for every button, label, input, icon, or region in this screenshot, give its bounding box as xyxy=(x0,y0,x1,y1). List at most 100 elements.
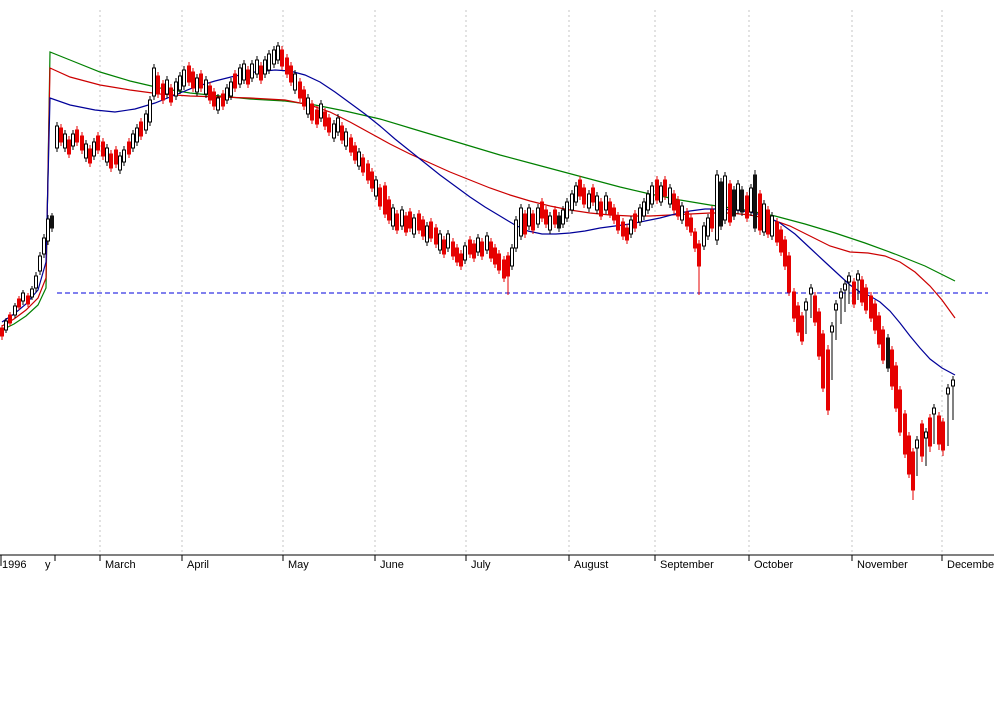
candle-body xyxy=(323,111,327,127)
month-label: April xyxy=(187,559,209,571)
candle-body xyxy=(706,217,710,237)
candle-body xyxy=(101,141,105,157)
candle-body xyxy=(719,181,723,227)
candle-body xyxy=(208,85,212,101)
candle-body xyxy=(595,195,599,211)
candle-body xyxy=(276,45,280,61)
candle-body xyxy=(702,225,706,247)
candle-body xyxy=(655,179,659,201)
candle-body xyxy=(105,147,109,163)
candle-body xyxy=(280,49,284,67)
candle-body xyxy=(570,193,574,211)
candle-body xyxy=(169,87,173,103)
month-label: 1996 xyxy=(2,559,26,571)
candle-body xyxy=(96,135,100,151)
candle-body xyxy=(693,231,697,249)
candle-body xyxy=(604,195,608,211)
candle-body xyxy=(937,415,941,445)
candle-body xyxy=(830,325,834,333)
candle-body xyxy=(404,215,408,233)
candle-body xyxy=(131,133,135,149)
candle-body xyxy=(860,279,864,303)
candle-body xyxy=(946,387,950,395)
candle-body xyxy=(421,219,425,237)
candle-body xyxy=(540,201,544,219)
candle-body xyxy=(894,365,898,409)
candle-body xyxy=(932,407,936,415)
candle-body xyxy=(941,421,945,451)
candle-body xyxy=(834,303,838,311)
candle-body xyxy=(84,143,88,159)
candle-body xyxy=(21,292,25,302)
candle-body xyxy=(745,195,749,219)
candle-body xyxy=(233,73,237,89)
candle-body xyxy=(272,49,276,65)
month-label: June xyxy=(380,559,404,571)
candle-body xyxy=(697,243,701,267)
candle-body xyxy=(621,221,625,237)
candle-body xyxy=(182,69,186,87)
candle-body xyxy=(451,241,455,257)
candle-body xyxy=(672,193,676,211)
candle-body xyxy=(839,291,843,299)
candle-body xyxy=(710,209,714,229)
candle-body xyxy=(429,221,433,239)
candle-body xyxy=(63,133,67,149)
candle-body xyxy=(144,113,148,131)
candle-body xyxy=(612,207,616,221)
candle-body xyxy=(391,207,395,227)
candle-body xyxy=(485,235,489,251)
candle-body xyxy=(928,417,932,447)
candle-body xyxy=(783,239,787,267)
candle-body xyxy=(809,287,813,295)
candle-body xyxy=(856,273,860,281)
candle-body xyxy=(315,109,319,125)
month-label: August xyxy=(574,559,608,571)
candle-body xyxy=(50,215,54,229)
candle-body xyxy=(650,185,654,205)
candle-body xyxy=(920,423,924,457)
candle-body xyxy=(638,207,642,223)
candle-body xyxy=(625,227,629,241)
candle-body xyxy=(951,379,955,387)
candle-body xyxy=(340,125,344,141)
candle-body xyxy=(898,389,902,433)
candle-body xyxy=(668,187,672,205)
candle-body xyxy=(302,89,306,107)
candle-body xyxy=(161,83,165,101)
candle-body xyxy=(599,201,603,217)
candle-body xyxy=(38,255,42,272)
candle-body xyxy=(212,91,216,107)
candle-body xyxy=(685,211,689,227)
candle-body xyxy=(646,193,650,211)
candle-body xyxy=(250,63,254,79)
ma-medium-red xyxy=(1,67,956,327)
candle-body xyxy=(616,215,620,231)
candle-body xyxy=(92,141,96,157)
candle-body xyxy=(246,69,250,85)
candle-body xyxy=(225,87,229,101)
candle-body xyxy=(864,287,868,311)
candle-body xyxy=(527,207,531,227)
candle-body xyxy=(663,179,667,197)
ma-long-green xyxy=(1,51,956,331)
candle-body xyxy=(156,75,160,95)
candle-body xyxy=(306,97,310,115)
candle-body xyxy=(561,209,565,225)
candle-body xyxy=(395,213,399,231)
candle-body xyxy=(633,213,637,229)
candle-body xyxy=(732,189,736,217)
candle-body xyxy=(514,219,518,249)
candle-body xyxy=(127,141,131,155)
candle-body xyxy=(582,187,586,205)
candle-body xyxy=(344,131,348,147)
candle-body xyxy=(425,225,429,243)
candle-body xyxy=(629,219,633,235)
candle-body xyxy=(915,439,919,449)
candle-body xyxy=(327,117,331,133)
candle-body xyxy=(438,233,442,251)
month-label: May xyxy=(288,559,309,571)
candle-body xyxy=(506,255,510,277)
month-label: October xyxy=(754,559,793,571)
candle-body xyxy=(310,103,314,121)
